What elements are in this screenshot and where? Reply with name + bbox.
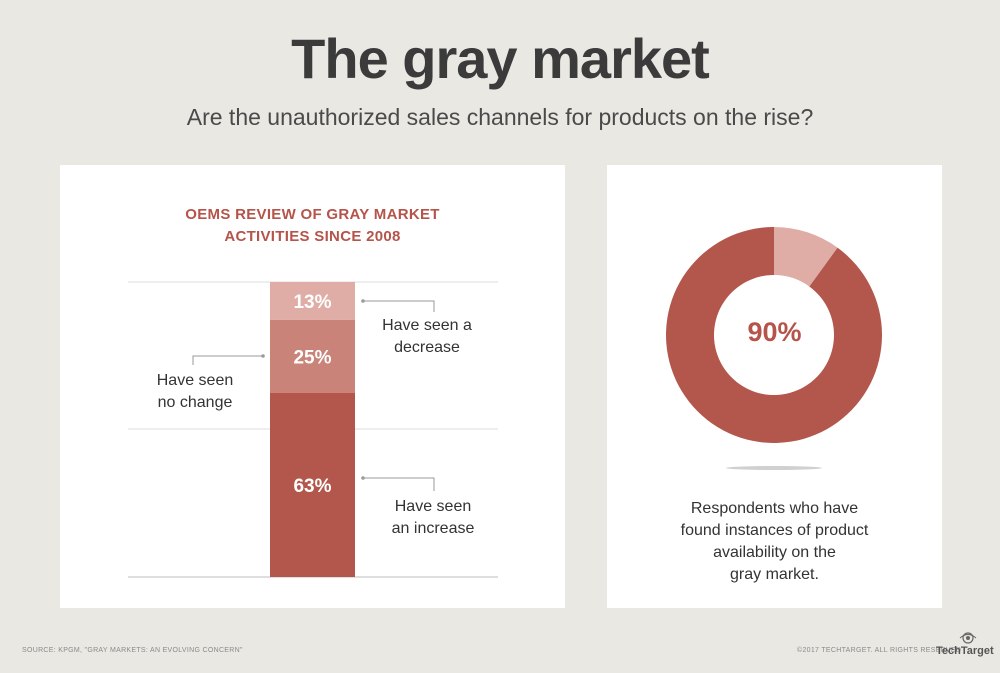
chart-title: OEMS REVIEW OF GRAY MARKET ACTIVITIES SI…	[60, 204, 565, 248]
bar-segment-no-change	[270, 319, 355, 393]
donut-caption: Respondents who have found instances of …	[607, 498, 942, 586]
callout-no-change-line-2: no change	[157, 394, 233, 411]
leader-decrease	[363, 300, 435, 312]
bar-segment-label-no-change: 25%	[293, 347, 331, 368]
donut-chart	[666, 227, 882, 470]
techtarget-logo-icon	[959, 632, 977, 644]
donut-caption-line-1: Respondents who have	[690, 500, 859, 517]
leader-increase-dot	[361, 476, 365, 480]
callout-increase: Have seen an increase	[378, 496, 488, 540]
donut-shadow	[726, 466, 822, 470]
donut-caption-line-3: availability on the	[713, 544, 836, 561]
donut-slice-main	[666, 227, 882, 443]
source-note: SOURCE: KPGM, "GRAY MARKETS: AN EVOLVING…	[22, 647, 243, 654]
main-title: The gray market	[291, 27, 710, 90]
donut-center-value: 90%	[747, 317, 802, 347]
callout-no-change: Have seen no change	[140, 370, 250, 414]
chart-title-line-2: ACTIVITIES SINCE 2008	[224, 228, 401, 245]
donut-caption-line-4: gray market.	[730, 566, 819, 583]
copyright-note: ©2017 TECHTARGET. ALL RIGHTS RESERVED	[797, 647, 962, 654]
stacked-bar-panel: OEMS REVIEW OF GRAY MARKET ACTIVITIES SI…	[60, 165, 565, 608]
callout-increase-line-1: Have seen	[394, 498, 472, 515]
stacked-bar-chart: 63% 25% 13%	[128, 281, 498, 578]
callout-decrease: Have seen a decrease	[372, 315, 482, 359]
leader-increase	[363, 477, 435, 491]
donut-slice-remainder	[774, 227, 838, 287]
callout-increase-line-2: an increase	[391, 520, 475, 537]
callout-no-change-line-1: Have seen	[156, 372, 234, 389]
subtitle: Are the unauthorized sales channels for …	[186, 104, 814, 130]
bar-segment-label-decrease: 13%	[293, 292, 331, 313]
chart-title-line-1: OEMS REVIEW OF GRAY MARKET	[185, 206, 440, 223]
leader-no-change	[192, 355, 263, 365]
brand-name: TechTarget	[936, 645, 994, 657]
bar-segment-label-increase: 63%	[293, 476, 331, 497]
donut-panel: 90% Respondents who have found instances…	[607, 165, 942, 608]
bar-segment-increase	[270, 392, 355, 577]
callout-decrease-line-1: Have seen a	[382, 317, 472, 334]
leader-no-change-dot	[261, 354, 265, 358]
bar-segment-decrease	[270, 282, 355, 320]
donut-caption-line-2: found instances of product	[680, 522, 869, 539]
callout-decrease-line-2: decrease	[394, 339, 460, 356]
leader-decrease-dot	[361, 299, 365, 303]
